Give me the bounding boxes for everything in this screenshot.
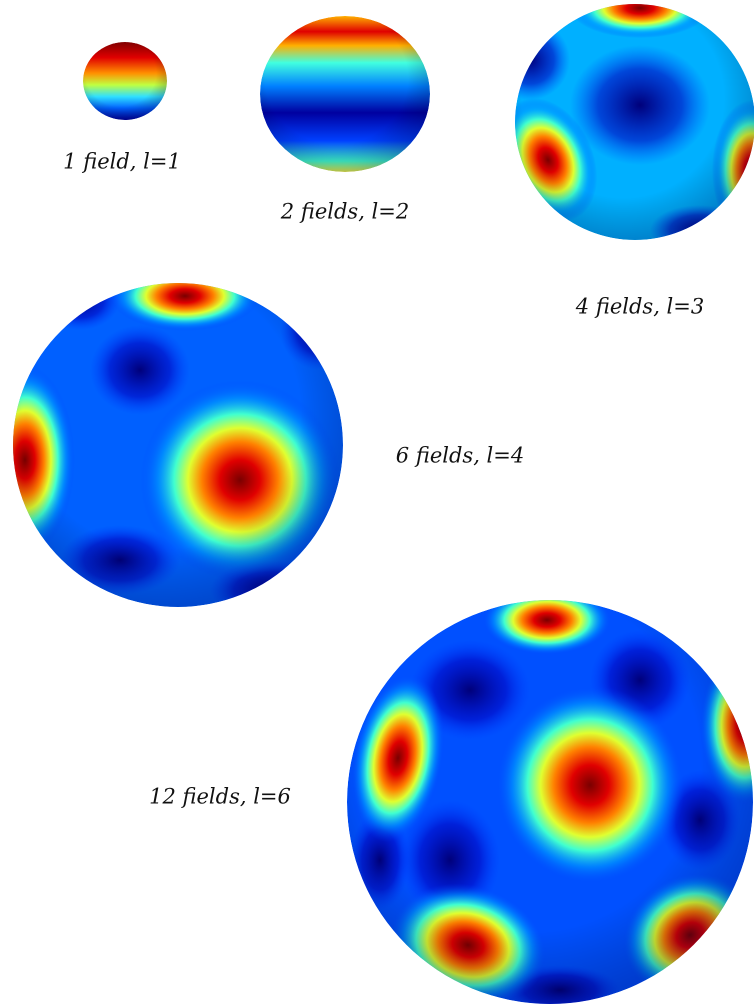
sphere-shading — [260, 16, 430, 172]
label: 2 fields, l=2 — [280, 200, 409, 224]
sphere-surface — [339, 585, 754, 1005]
sphere-shading — [83, 42, 167, 120]
sphere-shading — [515, 4, 754, 240]
sphere — [83, 42, 167, 120]
label: 12 fields, l=6 — [149, 785, 291, 809]
figure: 1 field, l=1 2 fields, l=2 4 fields, l=3… — [0, 0, 754, 1005]
sphere-surface — [480, 0, 754, 255]
sphere — [0, 261, 360, 620]
label: 1 field, l=1 — [63, 150, 181, 174]
sphere — [480, 0, 754, 255]
sphere — [260, 16, 430, 172]
sphere — [339, 585, 754, 1005]
sphere-surface — [260, 16, 430, 172]
sphere-shading — [13, 283, 343, 607]
label: 4 fields, l=3 — [575, 295, 704, 319]
label: 6 fields, l=4 — [396, 444, 524, 468]
sphere-surface — [83, 42, 167, 120]
sphere-surface — [0, 261, 360, 620]
sphere-shading — [347, 600, 753, 1004]
